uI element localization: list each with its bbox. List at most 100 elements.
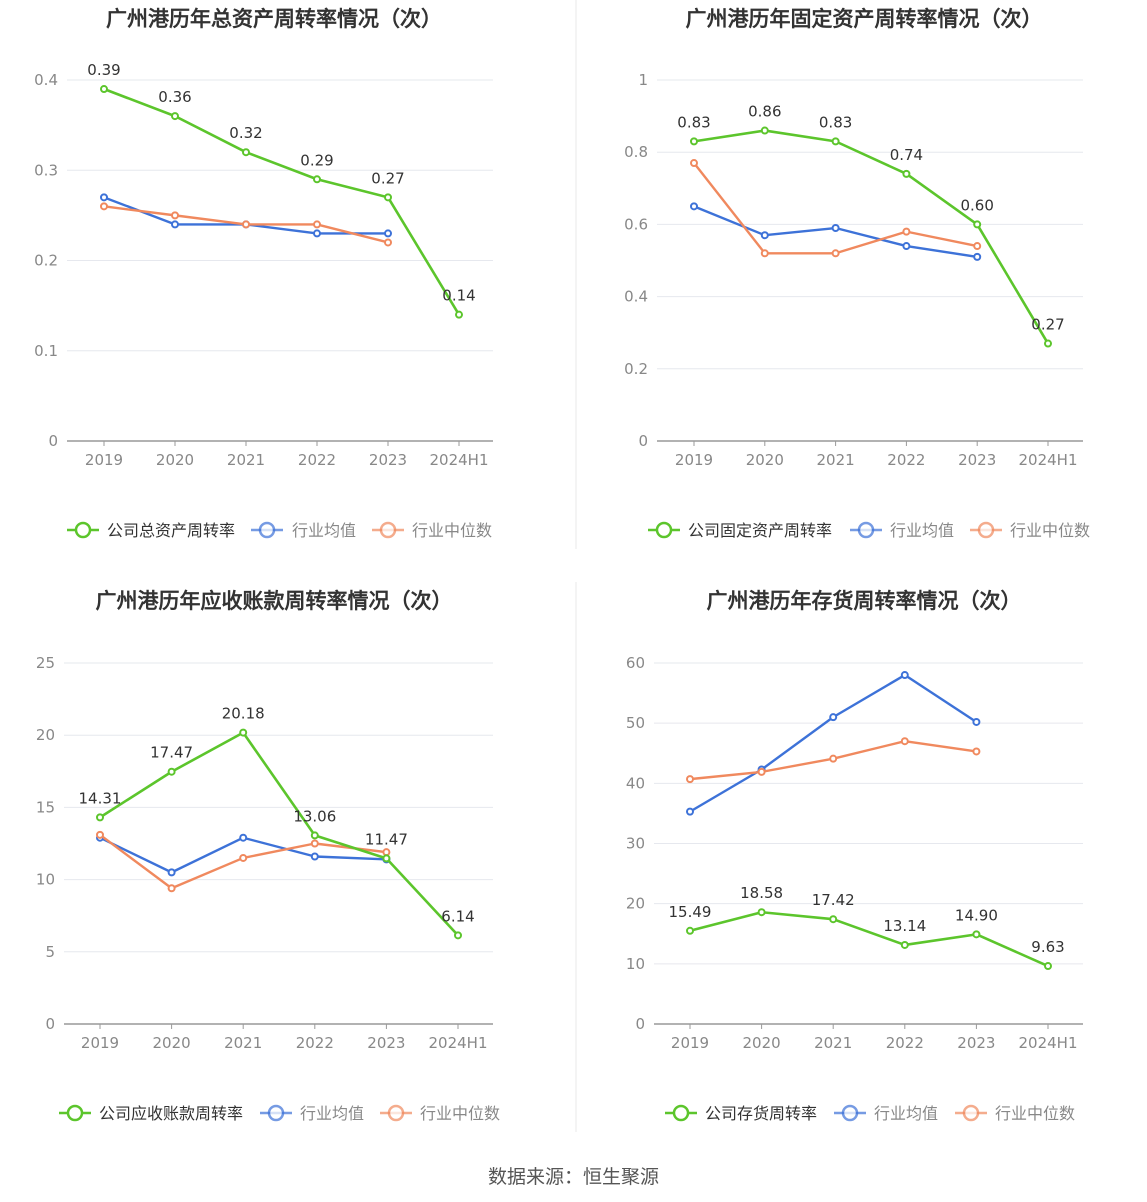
- chart-4-x-tick-label: 2020: [743, 1034, 781, 1052]
- chart-1-legend-company-marker: [74, 521, 92, 539]
- chart-4-company-point: [900, 940, 909, 949]
- chart-2-x-tick-label: 2020: [746, 451, 784, 469]
- chart-1-x-tick-label: 2020: [156, 451, 194, 469]
- chart-1-legend-industry-average-label: 行业均值: [292, 521, 356, 540]
- chart-4-x-tick-label: 2024H1: [1019, 1034, 1078, 1052]
- chart-4-x-tick-label: 2019: [671, 1034, 709, 1052]
- chart-3-title: 广州港历年应收账款周转率情况（次）: [96, 589, 453, 613]
- chart-3-company-line: [99, 731, 459, 937]
- chart-1-industry-average-point: [100, 193, 108, 202]
- chart-4-data-label: 14.90: [955, 906, 998, 924]
- chart-2-legend-industry-average-marker: [857, 521, 875, 539]
- chart-4-data-label: 15.49: [669, 903, 712, 921]
- chart-1-legend-industry-median-marker: [379, 521, 397, 539]
- chart-3-y-tick-label: 20: [36, 726, 55, 744]
- chart-2-industry-average-point: [760, 231, 769, 240]
- chart-4-title: 广州港历年存货周转率情况（次）: [707, 589, 1022, 613]
- chart-4-data-label: 9.63: [1031, 938, 1064, 956]
- chart-4-data-label: 18.58: [740, 884, 783, 902]
- chart-2-x-tick-label: 2019: [675, 451, 713, 469]
- chart-1-x-tick-label: 2021: [227, 451, 265, 469]
- chart-3-data-label: 6.14: [441, 907, 474, 925]
- chart-2-y-tick-label: 0: [638, 432, 648, 450]
- chart-3-y-tick-label: 5: [45, 943, 55, 961]
- chart-4-company-line: [689, 910, 1049, 968]
- chart-2-industry-average-point: [831, 224, 840, 233]
- chart-3-company-point: [454, 931, 462, 940]
- chart-2-company-point: [902, 169, 911, 178]
- chart-3-industry-median-point: [382, 848, 391, 857]
- chart-3-x-tick-label: 2021: [224, 1034, 262, 1052]
- chart-2-company-line: [693, 129, 1050, 345]
- chart-4-legend-industry-average-marker: [841, 1104, 859, 1122]
- chart-1-x-tick-label: 2022: [298, 451, 336, 469]
- chart-3-company-point: [310, 831, 319, 840]
- chart-3-legend-industry-median-label: 行业中位数: [420, 1104, 500, 1123]
- chart-2-legend-industry-average-label: 行业均值: [890, 521, 954, 540]
- chart-4-industry-average-point: [829, 713, 838, 722]
- chart-4-industry-median-point: [686, 775, 694, 784]
- chart-2-x-tick-label: 2021: [817, 451, 855, 469]
- chart-4-x-tick-label: 2021: [814, 1034, 852, 1052]
- chart-1-y-tick-label: 0.2: [34, 252, 58, 270]
- chart-4-y-tick-label: 10: [626, 955, 645, 973]
- chart-1-data-label: 0.32: [229, 124, 262, 142]
- chart-3-industry-average-point: [239, 833, 248, 842]
- chart-3-legend-industry-median-marker: [387, 1104, 405, 1122]
- chart-1-title: 广州港历年总资产周转率情况（次）: [106, 7, 442, 31]
- chart-3-legend-company-label: 公司应收账款周转率: [99, 1104, 243, 1123]
- chart-3-x-tick-label: 2020: [153, 1034, 191, 1052]
- chart-2-data-label: 0.60: [960, 196, 993, 214]
- chart-2-industry-average-point: [973, 252, 982, 261]
- chart-1-y-tick-label: 0.3: [34, 161, 58, 179]
- chart-3-industry-median-point: [310, 839, 319, 848]
- chart-3-x-tick-label: 2022: [296, 1034, 334, 1052]
- chart-1-company-point: [313, 175, 321, 184]
- chart-4-x-tick-label: 2023: [957, 1034, 995, 1052]
- chart-3-x-tick-label: 2023: [367, 1034, 405, 1052]
- chart-2-legend-company-marker: [655, 521, 673, 539]
- chart-4-legend-company-marker: [672, 1104, 690, 1122]
- chart-1-industry-median-point: [384, 238, 392, 247]
- chart-3-y-tick-label: 15: [36, 798, 55, 816]
- chart-4-legend-company-label: 公司存货周转率: [705, 1104, 817, 1123]
- chart-2-legend-industry-median-label: 行业中位数: [1010, 521, 1090, 540]
- chart-1-company-point: [171, 112, 179, 121]
- chart-4-industry-median-point: [972, 747, 981, 756]
- chart-4-y-tick-label: 30: [626, 835, 645, 853]
- chart-2-legend-industry-median-marker: [977, 521, 995, 539]
- chart-2-industry-median-point: [902, 227, 911, 236]
- chart-2-x-tick-label: 2022: [887, 451, 925, 469]
- chart-2-legend-company-label: 公司固定资产周转率: [688, 521, 832, 540]
- chart-3-data-label: 14.31: [79, 789, 122, 807]
- chart-1-industry-median-point: [100, 202, 108, 211]
- chart-3-company-point: [382, 854, 391, 863]
- chart-3-company-point: [96, 813, 104, 822]
- chart-4-company-point: [972, 930, 981, 939]
- chart-2-data-label: 0.27: [1031, 316, 1064, 334]
- chart-1-company-point: [384, 193, 392, 202]
- chart-2-company-point: [831, 137, 840, 146]
- chart-4-company-point: [1044, 962, 1052, 971]
- chart-3-legend-industry-average-marker: [267, 1104, 285, 1122]
- chart-1-data-label: 0.36: [158, 88, 191, 106]
- chart-4-y-tick-label: 0: [635, 1015, 645, 1033]
- chart-1-y-tick-label: 0.1: [34, 342, 58, 360]
- chart-4-y-tick-label: 60: [626, 654, 645, 672]
- chart-4-industry-average-line: [689, 673, 978, 813]
- chart-3-industry-median-point: [167, 884, 176, 893]
- chart-1-legend-industry-median-label: 行业中位数: [412, 521, 492, 540]
- chart-4-legend-industry-average-label: 行业均值: [874, 1104, 938, 1123]
- chart-4-industry-median-point: [757, 767, 766, 776]
- chart-1-company-point: [242, 148, 250, 157]
- chart-2-industry-median-point: [973, 242, 982, 251]
- chart-3-x-tick-label: 2019: [81, 1034, 119, 1052]
- chart-3-x-tick-label: 2024H1: [429, 1034, 488, 1052]
- chart-2-data-label: 0.74: [890, 146, 923, 164]
- chart-2-industry-median-line: [693, 162, 978, 255]
- chart-4-company-point: [757, 908, 766, 917]
- chart-4-industry-average-point: [900, 671, 909, 680]
- chart-1-legend-company-label: 公司总资产周转率: [107, 521, 235, 540]
- chart-4-y-tick-label: 20: [626, 895, 645, 913]
